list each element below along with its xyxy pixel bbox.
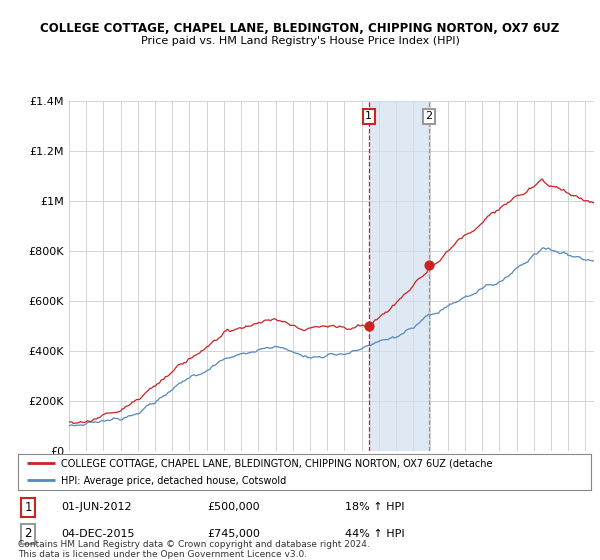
Text: 2: 2 <box>425 111 433 122</box>
Point <box>364 321 374 330</box>
Text: £745,000: £745,000 <box>207 529 260 539</box>
Text: 2: 2 <box>25 528 32 540</box>
Text: Price paid vs. HM Land Registry's House Price Index (HPI): Price paid vs. HM Land Registry's House … <box>140 36 460 46</box>
Text: 01-JUN-2012: 01-JUN-2012 <box>61 502 131 512</box>
Text: 04-DEC-2015: 04-DEC-2015 <box>61 529 134 539</box>
Bar <box>369 101 429 451</box>
Text: 44% ↑ HPI: 44% ↑ HPI <box>344 529 404 539</box>
Text: £500,000: £500,000 <box>207 502 260 512</box>
Text: COLLEGE COTTAGE, CHAPEL LANE, BLEDINGTON, CHIPPING NORTON, OX7 6UZ: COLLEGE COTTAGE, CHAPEL LANE, BLEDINGTON… <box>40 22 560 35</box>
Text: 1: 1 <box>25 501 32 514</box>
Text: 1: 1 <box>365 111 373 122</box>
Text: Contains HM Land Registry data © Crown copyright and database right 2024.
This d: Contains HM Land Registry data © Crown c… <box>18 540 370 559</box>
Text: HPI: Average price, detached house, Cotswold: HPI: Average price, detached house, Cots… <box>61 475 286 486</box>
Text: 18% ↑ HPI: 18% ↑ HPI <box>344 502 404 512</box>
Point <box>424 260 434 269</box>
Text: COLLEGE COTTAGE, CHAPEL LANE, BLEDINGTON, CHIPPING NORTON, OX7 6UZ (detache: COLLEGE COTTAGE, CHAPEL LANE, BLEDINGTON… <box>61 459 493 468</box>
